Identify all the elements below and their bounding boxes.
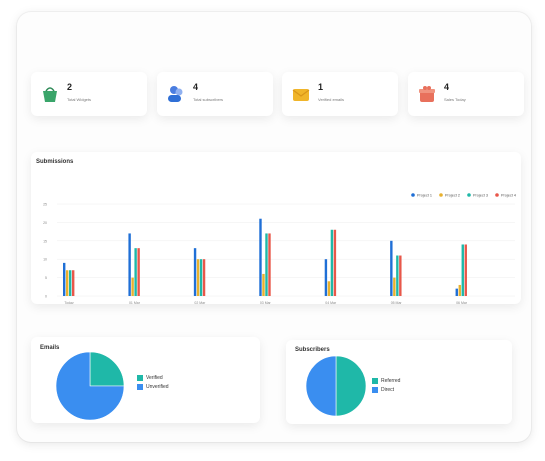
pie-slice[interactable] bbox=[305, 355, 337, 417]
stat-label: Total subscribers bbox=[193, 97, 224, 102]
stat-card-subscribers[interactable]: 4 Total subscribers bbox=[157, 72, 273, 116]
legend-item-referred[interactable]: Referred bbox=[372, 378, 400, 384]
y-tick-label: 15 bbox=[43, 239, 47, 243]
stat-value: 4 bbox=[444, 82, 450, 92]
dashboard-frame: 2 Total Widgets 4 Total subscribers 1 Ve… bbox=[17, 12, 531, 442]
x-tick-label: 04 Mar bbox=[325, 301, 337, 304]
legend-item-unverified[interactable]: Unverified bbox=[137, 384, 169, 390]
y-tick-label: 10 bbox=[43, 258, 47, 262]
bar[interactable] bbox=[259, 218, 262, 296]
stat-value: 4 bbox=[193, 82, 199, 92]
legend-swatch bbox=[137, 384, 143, 390]
legend-swatch bbox=[411, 193, 415, 197]
bar[interactable] bbox=[393, 277, 396, 296]
bar[interactable] bbox=[327, 281, 331, 296]
x-tick-label: 06 Mar bbox=[456, 301, 468, 304]
legend-swatch bbox=[137, 375, 143, 381]
y-tick-label: 20 bbox=[43, 221, 47, 225]
legend-swatch bbox=[372, 378, 378, 384]
users-icon bbox=[168, 86, 183, 102]
bar[interactable] bbox=[196, 259, 200, 296]
submissions-bar-chart: 0 5 10 15 20 25 Today 01 Mar 02 Mar 03 Mar 04 Mar 0… bbox=[43, 193, 516, 304]
legend-label[interactable]: Project 2 bbox=[445, 193, 460, 197]
y-tick-label: 0 bbox=[45, 295, 47, 299]
bar[interactable] bbox=[199, 259, 203, 296]
x-tick-label: Today bbox=[64, 301, 74, 304]
stat-card-emails[interactable]: 1 Verified emails bbox=[282, 72, 398, 116]
legend-label[interactable]: Project 1 bbox=[417, 193, 432, 197]
bar[interactable] bbox=[137, 248, 140, 296]
emails-legend: Verified Unverified bbox=[137, 375, 169, 393]
subscribers-title: Subscribers bbox=[295, 347, 330, 353]
stat-value: 2 bbox=[67, 82, 73, 92]
emails-card: Emails Verified Unverified bbox=[31, 337, 260, 423]
subscribers-card: Subscribers Referred Direct bbox=[286, 340, 512, 424]
bar[interactable] bbox=[324, 259, 328, 296]
bar[interactable] bbox=[131, 277, 134, 296]
legend-label[interactable]: Project 3 bbox=[473, 193, 488, 197]
submissions-title: Submissions bbox=[36, 159, 74, 165]
bar[interactable] bbox=[63, 262, 66, 296]
stat-value: 1 bbox=[318, 82, 324, 92]
bar[interactable] bbox=[396, 255, 399, 296]
bar[interactable] bbox=[262, 273, 265, 296]
legend-swatch bbox=[467, 193, 471, 197]
legend-swatch bbox=[372, 387, 378, 393]
bar[interactable] bbox=[268, 233, 271, 296]
bar[interactable] bbox=[458, 284, 461, 296]
legend-swatch bbox=[439, 193, 443, 197]
bar[interactable] bbox=[464, 244, 467, 296]
legend-label: Direct bbox=[381, 387, 395, 393]
stat-label: Sales Today bbox=[444, 97, 466, 102]
legend-label: Referred bbox=[381, 378, 401, 384]
bar[interactable] bbox=[66, 270, 69, 296]
bar[interactable] bbox=[134, 248, 137, 296]
pie-slice[interactable] bbox=[335, 355, 367, 417]
bar[interactable] bbox=[193, 248, 197, 296]
legend-swatch bbox=[495, 193, 499, 197]
legend-item-direct[interactable]: Direct bbox=[372, 387, 400, 393]
y-tick-label: 25 bbox=[43, 203, 47, 207]
legend-label: Verified bbox=[146, 375, 163, 381]
emails-pie-chart bbox=[55, 351, 125, 421]
pie-slice[interactable] bbox=[55, 351, 125, 421]
bar[interactable] bbox=[330, 229, 334, 296]
mail-icon bbox=[292, 89, 310, 101]
stat-label: Verified emails bbox=[318, 97, 345, 102]
subscribers-legend: Referred Direct bbox=[372, 378, 400, 396]
legend-label: Unverified bbox=[146, 384, 169, 390]
bar[interactable] bbox=[455, 288, 458, 296]
stat-card-sales[interactable]: 4 Sales Today bbox=[408, 72, 524, 116]
bar[interactable] bbox=[399, 255, 402, 296]
bar[interactable] bbox=[69, 270, 72, 296]
x-tick-label: 02 Mar bbox=[194, 301, 206, 304]
x-tick-label: 05 Mar bbox=[391, 301, 403, 304]
y-tick-label: 5 bbox=[45, 276, 47, 280]
submissions-card: Submissions 0 5 10 15 20 25 Today 01 Mar 02 Mar 0… bbox=[31, 152, 521, 304]
legend-item-verified[interactable]: Verified bbox=[137, 375, 169, 381]
bar[interactable] bbox=[265, 233, 268, 296]
bar[interactable] bbox=[128, 233, 131, 296]
bar[interactable] bbox=[461, 244, 464, 296]
bar[interactable] bbox=[390, 240, 393, 296]
subscribers-pie-chart bbox=[305, 355, 367, 417]
stat-label: Total Widgets bbox=[67, 97, 92, 102]
legend-label[interactable]: Project 4 bbox=[501, 193, 516, 197]
gift-icon bbox=[419, 86, 435, 102]
x-tick-label: 01 Mar bbox=[129, 301, 141, 304]
bar[interactable] bbox=[72, 270, 75, 296]
bar[interactable] bbox=[333, 229, 337, 296]
shopping-bag-icon bbox=[43, 87, 57, 102]
bar[interactable] bbox=[202, 259, 206, 296]
stat-card-widgets[interactable]: 2 Total Widgets bbox=[31, 72, 147, 116]
x-tick-label: 03 Mar bbox=[260, 301, 272, 304]
pie-slice[interactable] bbox=[89, 351, 125, 387]
emails-title: Emails bbox=[40, 345, 60, 351]
